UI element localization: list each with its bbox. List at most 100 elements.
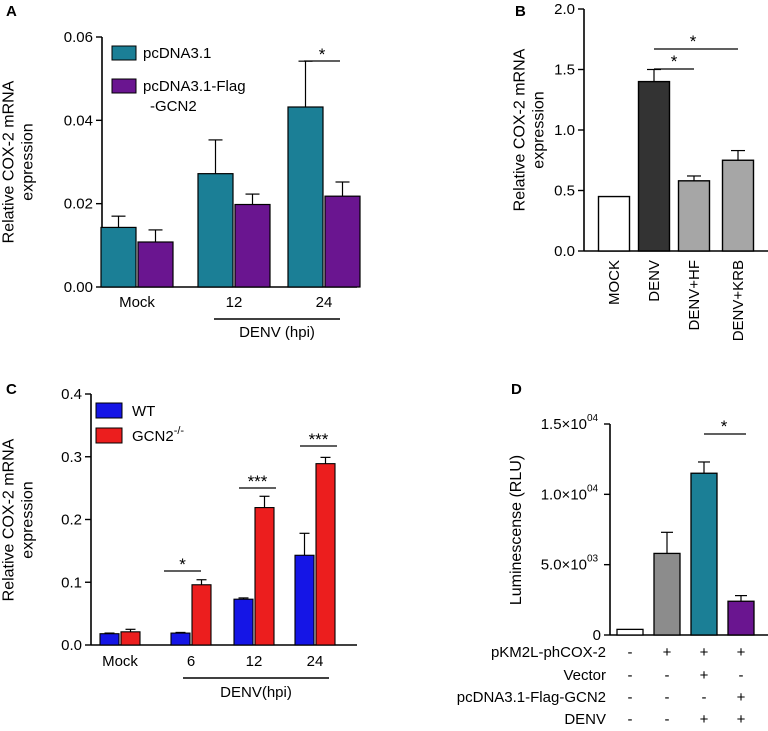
y-tick-label: 0.0 bbox=[61, 637, 82, 654]
table-mark: + bbox=[700, 667, 709, 684]
bar bbox=[191, 584, 212, 646]
y-axis-label: Luminescense (RLU) bbox=[508, 455, 525, 605]
bar bbox=[690, 472, 718, 636]
bar bbox=[677, 180, 711, 252]
panel-letter: C bbox=[6, 381, 17, 398]
x-tick-label: 12 bbox=[246, 653, 263, 670]
table-mark: + bbox=[700, 644, 709, 661]
bar bbox=[137, 241, 174, 288]
y-tick-label: 1.0×10 bbox=[541, 486, 587, 503]
legend-label: GCN2-/- bbox=[132, 425, 184, 445]
y-tick-label: 0.0 bbox=[554, 243, 575, 260]
bar bbox=[616, 628, 644, 636]
table-mark: + bbox=[737, 689, 746, 706]
legend-label: pcDNA3.1 bbox=[143, 45, 211, 62]
table-mark: + bbox=[737, 644, 746, 661]
x-tick-label: Mock bbox=[119, 294, 155, 311]
bar bbox=[120, 631, 141, 646]
y-tick-label: 0.2 bbox=[61, 512, 82, 529]
table-mark: - bbox=[702, 689, 707, 706]
y-tick-exponent: 04 bbox=[587, 413, 599, 424]
bar bbox=[197, 173, 234, 288]
significance-star: * bbox=[721, 417, 728, 436]
legend-swatch bbox=[111, 78, 137, 94]
group-label: DENV (hpi) bbox=[239, 324, 315, 341]
bar bbox=[234, 203, 271, 288]
y-tick-exponent: 04 bbox=[587, 483, 599, 494]
legend-swatch bbox=[95, 402, 123, 419]
x-tick-label: 6 bbox=[187, 653, 195, 670]
significance-star: *** bbox=[248, 472, 268, 491]
bar bbox=[233, 598, 254, 646]
bar bbox=[324, 195, 361, 288]
y-tick-label: 2.0 bbox=[554, 1, 575, 18]
legend-swatch bbox=[111, 45, 137, 61]
bar bbox=[254, 507, 275, 646]
y-tick-label: 0.06 bbox=[64, 29, 93, 46]
legend-superscript: -/- bbox=[174, 425, 185, 437]
y-axis-label: Relative COX-2 mRNA bbox=[512, 48, 529, 211]
y-tick-label: 5.0×10 bbox=[541, 557, 587, 574]
table-mark: + bbox=[700, 711, 709, 728]
bar bbox=[287, 106, 324, 288]
panel-letter: A bbox=[6, 3, 17, 20]
panel-letter: D bbox=[511, 381, 522, 398]
y-tick-label: 1.0 bbox=[554, 122, 575, 139]
bar bbox=[653, 552, 681, 636]
legend-label: -GCN2 bbox=[150, 98, 197, 115]
bar bbox=[315, 463, 336, 646]
y-tick-label: 0.02 bbox=[64, 196, 93, 213]
table-row-label: pKM2L-phCOX-2 bbox=[491, 644, 606, 661]
table-mark: - bbox=[628, 711, 633, 728]
legend-label: WT bbox=[132, 403, 155, 420]
bar bbox=[721, 159, 755, 252]
y-tick-label: 0 bbox=[593, 627, 601, 644]
y-tick-label: 0.3 bbox=[61, 449, 82, 466]
table-mark: + bbox=[737, 711, 746, 728]
y-axis-label: expression bbox=[20, 123, 37, 200]
group-label: DENV(hpi) bbox=[220, 684, 292, 701]
y-tick-label: 1.5×10 bbox=[541, 416, 587, 433]
significance-star: * bbox=[671, 52, 678, 71]
significance-star: * bbox=[179, 555, 186, 574]
y-tick-exponent: 03 bbox=[587, 554, 599, 565]
x-tick-label: DENV bbox=[646, 260, 663, 302]
table-row-label: Vector bbox=[563, 667, 606, 684]
table-mark: - bbox=[665, 667, 670, 684]
legend-label: pcDNA3.1-Flag bbox=[143, 78, 246, 95]
x-tick-label: MOCK bbox=[606, 260, 623, 305]
panel-c: C 0.0 0.1 0.2 0.3 0.4 Relative COX-2 mRNA expre… bbox=[1, 381, 357, 701]
y-axis-label: expression bbox=[20, 481, 37, 558]
x-tick-label: 24 bbox=[316, 294, 333, 311]
bar bbox=[597, 195, 631, 252]
y-axis-label: expression bbox=[531, 91, 548, 168]
x-tick-label: DENV+HF bbox=[686, 260, 703, 330]
table-mark: - bbox=[628, 667, 633, 684]
x-tick-label: DENV+KRB bbox=[730, 260, 747, 341]
legend-swatch bbox=[95, 427, 123, 444]
table-mark: - bbox=[628, 644, 633, 661]
table-row-label: DENV bbox=[564, 711, 606, 728]
table-mark: - bbox=[665, 711, 670, 728]
significance-star: * bbox=[690, 32, 697, 51]
bar bbox=[637, 80, 671, 252]
y-tick-label: 0.4 bbox=[61, 386, 82, 403]
significance-star: *** bbox=[309, 430, 329, 449]
bar bbox=[170, 632, 191, 646]
y-tick-label: 0.00 bbox=[64, 279, 93, 296]
y-tick-label: 0.04 bbox=[64, 112, 93, 129]
significance-star: * bbox=[319, 45, 326, 64]
y-tick-label: 0.1 bbox=[61, 574, 82, 591]
bar bbox=[727, 600, 755, 636]
x-tick-label: Mock bbox=[102, 653, 138, 670]
table-mark: + bbox=[663, 644, 672, 661]
table-mark: - bbox=[739, 667, 744, 684]
y-axis-label: Relative COX-2 mRNA bbox=[1, 438, 18, 601]
table-mark: - bbox=[628, 689, 633, 706]
y-tick-label: 1.5 bbox=[554, 62, 575, 79]
panel-b: B 0.0 0.5 1.0 1.5 2.0 Relative COX-2 mRNA expre… bbox=[512, 1, 768, 341]
x-tick-label: 12 bbox=[226, 294, 243, 311]
y-axis-label: Relative COX-2 mRNA bbox=[1, 80, 18, 243]
